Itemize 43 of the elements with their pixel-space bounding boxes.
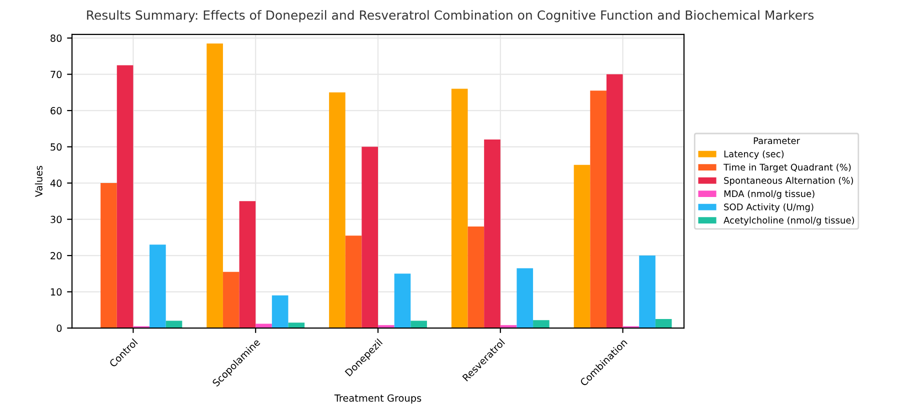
bar [206, 43, 223, 328]
legend-label: SOD Activity (U/mg) [724, 203, 814, 212]
y-tick-label: 80 [50, 34, 62, 42]
bar [150, 244, 166, 328]
bar [533, 320, 550, 328]
bar [329, 92, 346, 328]
y-axis-title: Values [34, 166, 42, 198]
y-tick-label: 30 [50, 216, 62, 224]
y-tick-label: 50 [50, 143, 62, 151]
chart-title: Results Summary: Effects of Donepezil and Resveratrol Combination on Cognitive Function and Biochemical Markers [87, 10, 814, 22]
bar [272, 295, 288, 328]
bar [655, 318, 672, 328]
bar [222, 272, 240, 328]
bar [100, 183, 117, 328]
bar [362, 146, 378, 328]
bar [639, 256, 656, 328]
bar [116, 65, 134, 328]
bar [394, 274, 411, 328]
bar [451, 88, 468, 328]
bar [516, 268, 534, 328]
y-tick-label: 60 [50, 107, 62, 114]
y-tick-label: 40 [50, 180, 62, 187]
y-tick-label: 0 [56, 324, 62, 332]
bar [288, 322, 305, 328]
y-tick-label: 70 [50, 70, 62, 78]
bar [484, 140, 500, 328]
legend-label: Time in Target Quadrant (%) [723, 164, 851, 172]
legend-label: Latency (sec) [724, 150, 784, 160]
bar [256, 324, 272, 328]
legend-title: Parameter [754, 137, 800, 144]
bar [606, 74, 623, 328]
bar [239, 201, 256, 328]
bar [410, 320, 427, 328]
bar [590, 90, 606, 328]
legend-label: Spontaneous Alternation (%) [724, 176, 853, 186]
bar [345, 236, 362, 328]
y-tick-label: 20 [50, 252, 62, 260]
legend-label: MDA (nmol/g tissue) [724, 190, 814, 199]
x-axis-title: Treatment Groups [334, 394, 422, 404]
legend-label: Acetylcholine (nmol/g tissue) [724, 216, 854, 226]
y-tick-label: 10 [50, 288, 62, 296]
bar [468, 226, 484, 328]
bar [574, 164, 590, 328]
